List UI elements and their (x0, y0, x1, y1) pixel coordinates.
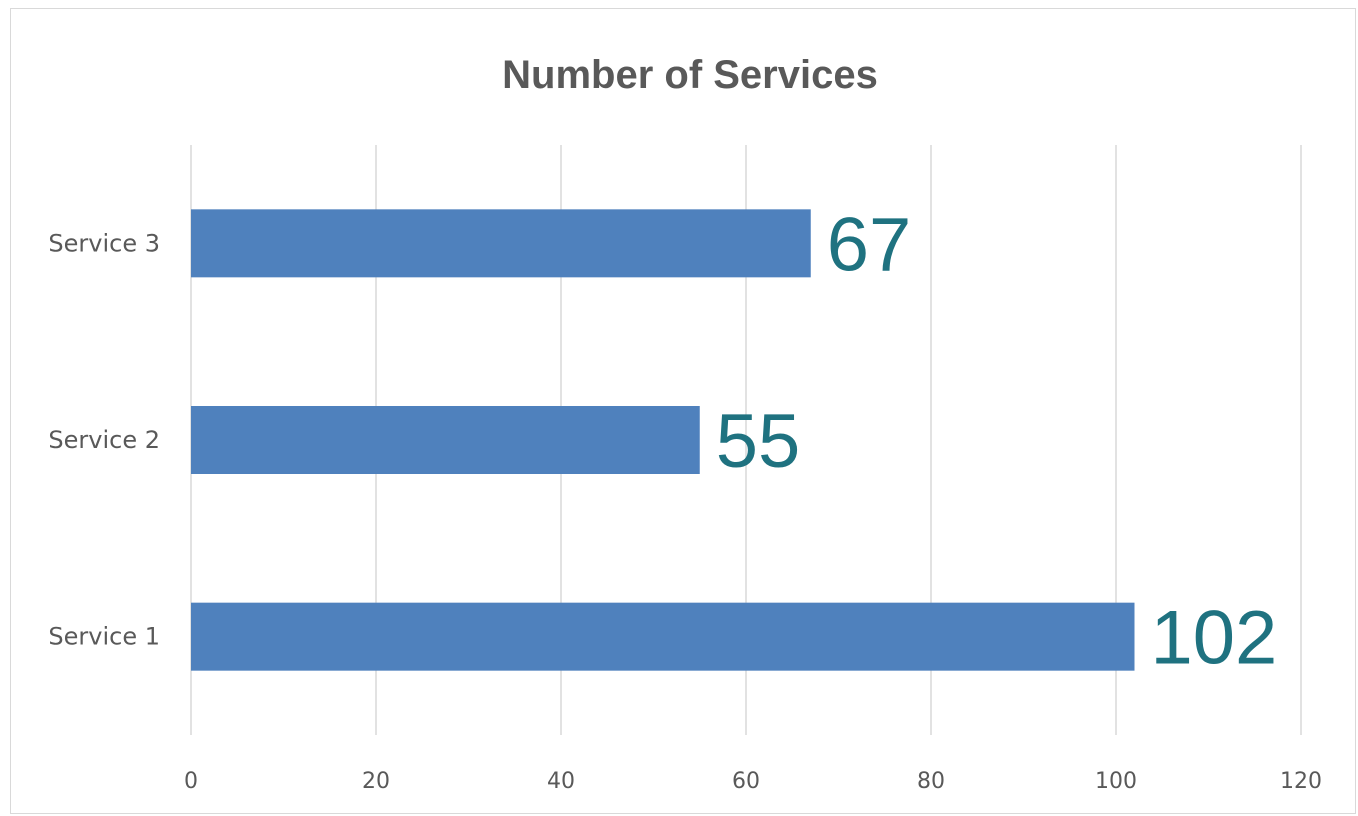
data-label: 67 (827, 202, 912, 287)
category-axis: Service 1 Service 2 Service 3 (48, 229, 160, 650)
x-tick-label: 40 (547, 769, 575, 794)
bars (191, 209, 1135, 671)
category-label: Service 1 (48, 623, 160, 651)
bar-service-3 (191, 209, 811, 278)
category-label: Service 2 (48, 426, 160, 454)
data-label: 55 (716, 399, 801, 484)
x-tick-label: 120 (1280, 769, 1322, 794)
x-tick-label: 20 (362, 769, 390, 794)
data-labels: 102 55 67 (716, 202, 1278, 680)
chart-title: Number of Services (502, 53, 878, 97)
bar-service-1 (191, 602, 1135, 671)
x-tick-label: 80 (917, 769, 945, 794)
category-label: Service 3 (48, 229, 160, 257)
value-axis: 0 20 40 60 80 100 120 (184, 769, 1322, 794)
x-tick-label: 0 (184, 769, 198, 794)
x-tick-label: 100 (1095, 769, 1137, 794)
x-tick-label: 60 (732, 769, 760, 794)
data-label: 102 (1151, 596, 1278, 681)
bar-service-2 (191, 406, 700, 474)
